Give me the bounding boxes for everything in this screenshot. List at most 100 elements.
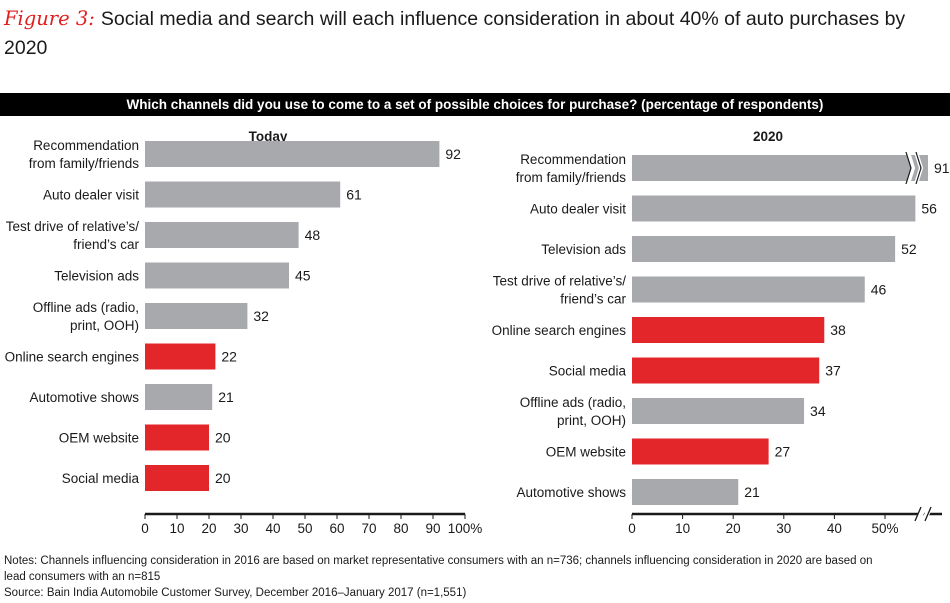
y2020-category-label-line: Online search engines (492, 323, 627, 338)
y2020-bar-break-mark (905, 151, 922, 185)
today-value-label-7: 21 (218, 389, 234, 405)
figure-title: Figure 3: Social media and search will ea… (4, 4, 944, 63)
y2020-value-label-1: 91 (934, 160, 950, 176)
today-category-label-9: Social media (62, 471, 140, 486)
today-category-label-4: Television ads (54, 269, 139, 284)
y2020-x-tick-label: 0 (628, 521, 636, 536)
today-x-tick-label: 70 (361, 521, 376, 536)
y2020-x-tick-label: 40 (827, 521, 842, 536)
today-bar-5 (145, 303, 248, 329)
y2020-x-tick-label: 10 (675, 521, 690, 536)
today-x-tick-label: 30 (233, 521, 248, 536)
y2020-category-label-line: Test drive of relative’s/ (493, 274, 627, 289)
today-category-label-line: Auto dealer visit (43, 188, 139, 203)
today-x-tick-label: 90 (425, 521, 440, 536)
y2020-category-label-5: Online search engines (492, 323, 627, 338)
y2020-value-label-9: 21 (744, 484, 760, 500)
y2020-category-label-7: Offline ads (radio, print, OOH) (520, 395, 626, 428)
y2020-axis-break-mask (915, 506, 933, 522)
y2020-value-label-8: 27 (775, 444, 791, 460)
bar-charts: Today 92 Recommendation from family/friends… (5, 129, 950, 536)
y2020-value-label-6: 37 (825, 363, 841, 379)
today-bar-9 (145, 465, 209, 491)
today-category-label-line: Social media (62, 471, 140, 486)
today-category-label-2: Auto dealer visit (43, 188, 139, 203)
y2020-category-label-line: Television ads (541, 242, 626, 257)
today-category-label-line: Online search engines (5, 350, 140, 365)
today-category-label-6: Online search engines (5, 350, 140, 365)
y2020-category-label-1: Recommendation from family/friends (516, 152, 627, 185)
y2020-bar-6 (632, 357, 820, 384)
y2020-value-label-7: 34 (810, 403, 826, 419)
y2020-category-label-3: Television ads (541, 242, 626, 257)
today-category-label-5: Offline ads (radio, print, OOH) (33, 300, 139, 333)
question-banner: Which channels did you use to come to a … (0, 93, 950, 116)
today-category-label-line: Offline ads (radio, (33, 300, 139, 315)
y2020-bar-7 (632, 398, 805, 424)
today-value-label-3: 48 (305, 227, 321, 243)
y2020-bar-8 (632, 438, 769, 465)
today-value-label-8: 20 (215, 430, 231, 446)
y2020-category-label-line: Automotive shows (516, 485, 626, 500)
y2020-x-tick-label: 20 (726, 521, 741, 536)
today-bar-2 (145, 181, 341, 208)
y2020-value-label-3: 52 (901, 241, 917, 257)
y2020-category-label-line: from family/friends (516, 170, 627, 185)
today-bar-8 (145, 424, 209, 451)
today-value-label-9: 20 (215, 470, 231, 486)
y2020-category-label-4: Test drive of relative’s/friend’s car (493, 274, 627, 307)
today-value-label-2: 61 (346, 187, 362, 203)
today-category-label-line: Television ads (54, 269, 139, 284)
today-x-tick-label: 0 (141, 521, 149, 536)
y2020-category-label-9: Automotive shows (516, 485, 626, 500)
today-value-label-5: 32 (253, 308, 269, 324)
y2020-bar-1 (632, 155, 928, 181)
y2020-x-tick-label: 30 (776, 521, 791, 536)
y2020-value-label-4: 46 (871, 282, 887, 298)
y2020-category-label-line: Auto dealer visit (530, 202, 626, 217)
y2020-category-label-line: Offline ads (radio, (520, 395, 626, 410)
source-line: Source: Bain India Automobile Customer S… (4, 587, 467, 599)
y2020-category-label-line: OEM website (546, 445, 626, 460)
today-x-tick-label: 10 (169, 521, 184, 536)
notes-block: Notes: Channels influencing consideratio… (4, 553, 944, 601)
y2020-value-label-5: 38 (830, 322, 846, 338)
today-x-tick-label: 50 (297, 521, 312, 536)
panel-title-today: Today (249, 129, 288, 144)
today-bar-7 (145, 384, 213, 410)
today-category-label-line: friend’s car (73, 237, 139, 252)
y2020-category-label-line: Social media (549, 364, 627, 379)
y2020-bar-4 (632, 276, 865, 303)
today-category-label-line: print, OOH) (70, 318, 139, 333)
y2020-category-label-8: OEM website (546, 445, 626, 460)
y2020-category-label-6: Social media (549, 364, 627, 379)
today-category-label-line: Automotive shows (29, 390, 139, 405)
y2020-axis-break-mark (914, 506, 932, 522)
today-x-tick-label: 20 (201, 521, 216, 536)
y2020-value-label-2: 56 (921, 201, 937, 217)
today-category-label-line: Recommendation (33, 138, 139, 153)
today-x-tick-label: 80 (393, 521, 408, 536)
today-category-label-line: Test drive of relative’s/ (6, 219, 140, 234)
today-bar-4 (145, 262, 289, 289)
today-value-label-6: 22 (221, 349, 237, 365)
y2020-bar-9 (632, 479, 739, 505)
today-category-label-7: Automotive shows (29, 390, 139, 405)
today-x-tick-label: 40 (265, 521, 280, 536)
y2020-bar-5 (632, 317, 825, 343)
notes-line-2: lead consumers with an n=815 (4, 571, 161, 583)
y2020-category-label-line: Recommendation (520, 152, 626, 167)
today-category-label-3: Test drive of relative’s/friend’s car (6, 219, 140, 252)
today-value-label-1: 92 (445, 146, 461, 162)
panel-title-y2020: 2020 (753, 129, 783, 144)
notes-line-1: Notes: Channels influencing consideratio… (4, 555, 873, 567)
y2020-bar-2 (632, 195, 916, 222)
today-bar-6 (145, 343, 216, 370)
today-x-tick-label: 100% (448, 521, 483, 536)
today-category-label-1: Recommendation from family/friends (29, 138, 140, 171)
today-x-tick-label: 60 (329, 521, 344, 536)
today-bar-1 (145, 141, 440, 167)
today-bar-3 (145, 222, 299, 248)
today-value-label-4: 45 (295, 268, 311, 284)
today-category-label-line: from family/friends (29, 156, 140, 171)
